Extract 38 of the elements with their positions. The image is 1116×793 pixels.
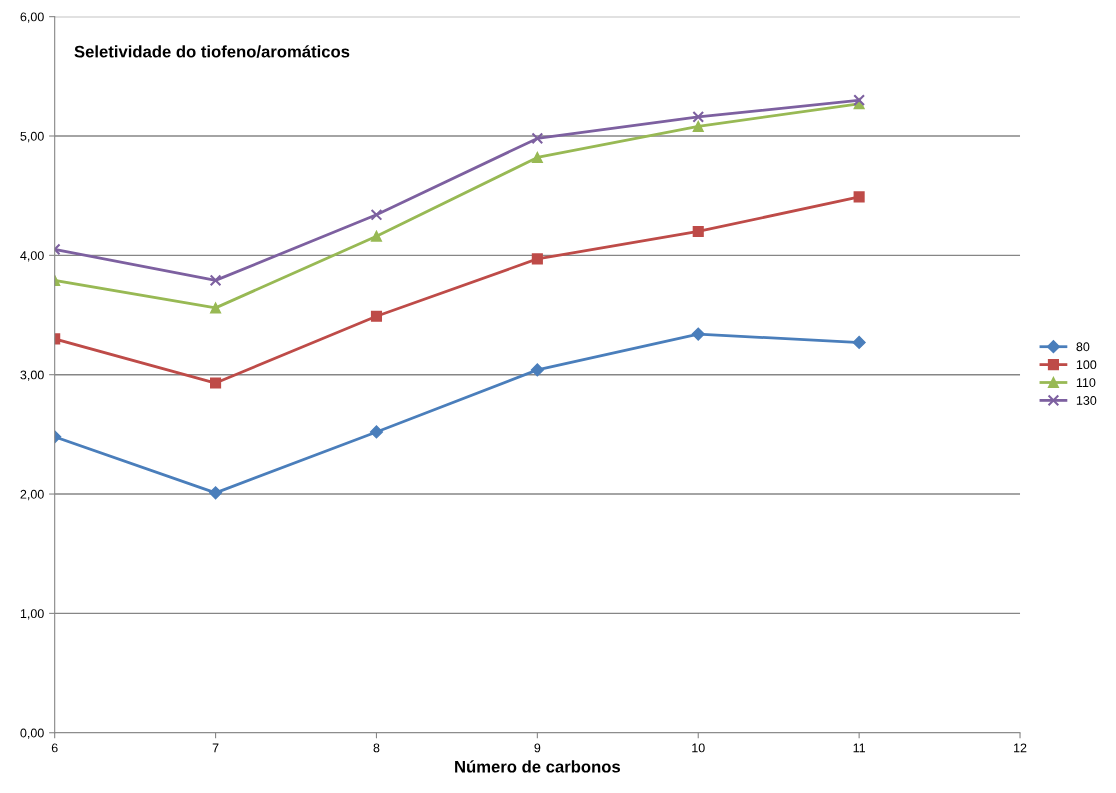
x-tick-label: 6 [51, 743, 58, 753]
x-tick-label: 11 [853, 743, 866, 753]
x-tick-label: 12 [1014, 743, 1027, 753]
point [208, 486, 223, 500]
x-axis-title: Número de carbonos [455, 760, 621, 773]
point [531, 132, 544, 145]
y-tick-label: 1,00 [20, 609, 44, 620]
y-tick-label: 5,00 [20, 131, 44, 143]
text: Seletividade do tiofeno/aromáticos [74, 45, 350, 58]
point [531, 253, 543, 265]
point [370, 208, 383, 221]
legend-label: 110 [1076, 378, 1096, 387]
point [692, 111, 705, 123]
x-tick-label: 7 [212, 743, 219, 753]
legend-label: 100 [1076, 360, 1097, 370]
legend-label: 80 [1076, 342, 1090, 352]
point [692, 120, 704, 133]
x-tick-label: 9 [534, 743, 541, 753]
y-tick-label: 3,00 [20, 370, 44, 381]
point [210, 302, 222, 314]
point [209, 274, 222, 287]
point [210, 377, 222, 389]
point [531, 151, 543, 164]
point [369, 425, 384, 439]
y-tick-label: 4,00 [20, 251, 44, 262]
y-tick-label: 6,00 [20, 12, 44, 23]
y-tick-label: 0,00 [20, 728, 44, 739]
x-tick-label: 8 [373, 743, 380, 753]
point [530, 363, 544, 377]
legend-label: 130 [1076, 396, 1097, 405]
point [370, 230, 383, 242]
point [370, 310, 383, 322]
point [853, 191, 865, 203]
point [852, 335, 866, 350]
x-tick-label: 10 [692, 743, 705, 753]
point [691, 327, 705, 341]
y-tick-label: 2,00 [20, 489, 44, 501]
point [692, 225, 704, 238]
